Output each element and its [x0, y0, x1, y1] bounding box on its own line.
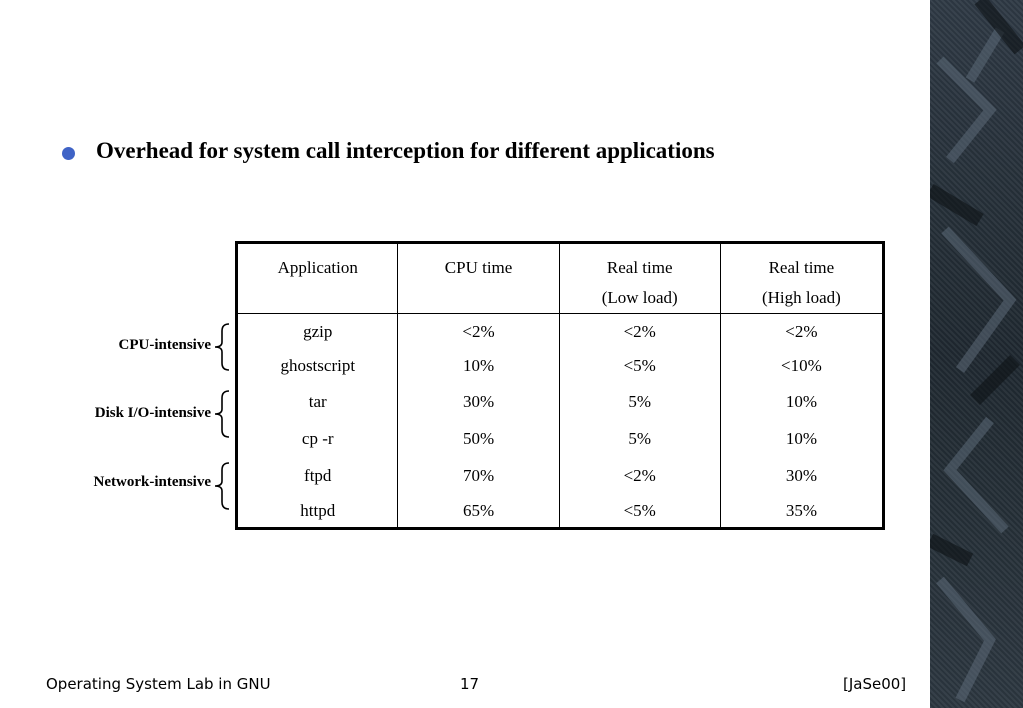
- table-cell: <2%: [719, 313, 885, 350]
- table-row: ftpd 70% <2% 30%: [235, 456, 885, 495]
- table-cell: 10%: [719, 382, 885, 421]
- table-cell: ftpd: [235, 456, 399, 495]
- table-cell: <2%: [558, 313, 721, 350]
- table-cell: 65%: [397, 494, 560, 529]
- bullet-icon: [62, 147, 75, 160]
- table-cell: <2%: [558, 456, 721, 495]
- header-cell: Application: [235, 242, 399, 314]
- slide-heading: Overhead for system call interception fo…: [96, 138, 715, 163]
- table-cell: <10%: [719, 349, 885, 383]
- table-cell: 5%: [558, 420, 721, 457]
- table-cell: cp -r: [235, 420, 399, 457]
- brace-icon: [214, 462, 230, 510]
- group-label-disk: Disk I/O-intensive: [94, 405, 211, 421]
- table-header-row: Application CPU time Real time (Low load)…: [235, 242, 885, 314]
- footer-title: Operating System Lab in GNU: [46, 675, 271, 693]
- table-row: gzip <2% <2% <2%: [235, 313, 885, 350]
- table-row: ghostscript 10% <5% <10%: [235, 349, 885, 383]
- table-cell: <2%: [397, 313, 560, 350]
- header-cell: Real time (Low load): [558, 242, 721, 314]
- table-cell: 30%: [719, 456, 885, 495]
- group-label-network: Network-intensive: [93, 474, 211, 490]
- table-cell: <5%: [558, 349, 721, 383]
- brace-icon: [214, 390, 230, 438]
- table-cell: 35%: [719, 494, 885, 529]
- table-cell: <5%: [558, 494, 721, 529]
- table-cell: 50%: [397, 420, 560, 457]
- table-row: httpd 65% <5% 35%: [235, 494, 885, 529]
- table-cell: ghostscript: [235, 349, 399, 383]
- table-cell: 10%: [719, 420, 885, 457]
- table-row: tar 30% 5% 10%: [235, 382, 885, 421]
- table-row: cp -r 50% 5% 10%: [235, 420, 885, 457]
- table-cell: tar: [235, 382, 399, 421]
- table-cell: 70%: [397, 456, 560, 495]
- table-cell: gzip: [235, 313, 399, 350]
- table-cell: 10%: [397, 349, 560, 383]
- page-number: 17: [460, 675, 480, 693]
- overhead-table: Application CPU time Real time (Low load)…: [235, 241, 885, 530]
- group-label-cpu: CPU-intensive: [118, 337, 212, 353]
- table-cell: 30%: [397, 382, 560, 421]
- decorative-side-panel: [930, 0, 1023, 708]
- header-cell: CPU time: [397, 242, 560, 314]
- table-cell: httpd: [235, 494, 399, 529]
- brace-icon: [214, 323, 230, 371]
- header-cell: Real time (High load): [719, 242, 885, 314]
- table-cell: 5%: [558, 382, 721, 421]
- footer-reference: [JaSe00]: [843, 675, 907, 693]
